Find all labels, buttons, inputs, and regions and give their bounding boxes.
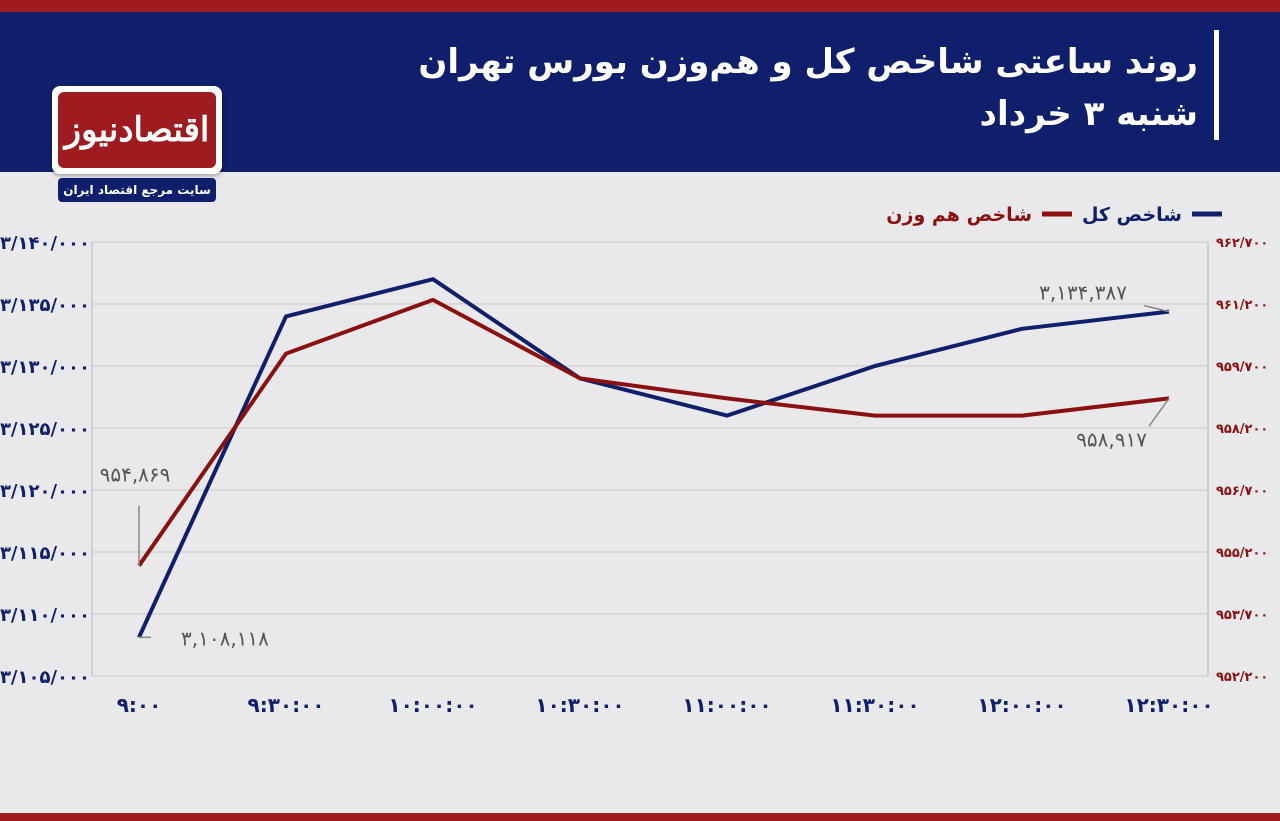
x-axis-tick-label: ۱۲:۰۰:۰۰ <box>977 693 1066 717</box>
data-label-leader <box>1143 304 1170 313</box>
chart-title: روند ساعتی شاخص کل و هم‌وزن بورس تهران <box>418 42 1198 82</box>
legend-label-equal-weight: شاخص هم وزن <box>886 204 1032 226</box>
left-axis-tick-label: ۳/۱۳۵/۰۰۰ <box>0 295 90 316</box>
chart-legend: شاخص کل شاخص هم وزن <box>886 204 1222 226</box>
data-labels: ۳,۱۰۸,۱۱۸ ۳,۱۳۴,۳۸۷ ۹۵۴,۸۶۹ ۹۵۸,۹۱۷ <box>100 281 1170 650</box>
right-axis-tick-label: ۹۵۹/۷۰۰ <box>1216 360 1268 375</box>
right-axis-tick-label: ۹۵۲/۲۰۰ <box>1216 670 1268 685</box>
data-label: ۹۵۴,۸۶۹ <box>100 463 171 487</box>
x-axis-tick-label: ۱۱:۳۰:۰۰ <box>830 693 919 717</box>
right-axis-ticks: ۹۵۲/۲۰۰ ۹۵۳/۷۰۰ ۹۵۵/۲۰۰ ۹۵۶/۷۰۰ ۹۵۸/۲۰۰ ۹۵۹/۷… <box>1216 236 1268 685</box>
legend-label-total: شاخص کل <box>1082 204 1182 226</box>
left-axis-ticks: ۳/۱۰۵/۰۰۰ ۳/۱۱۰/۰۰۰ ۳/۱۱۵/۰۰۰ ۳/۱۲۰/۰۰۰ ۳/۱۲… <box>0 233 90 688</box>
left-axis-tick-label: ۳/۱۱۰/۰۰۰ <box>0 605 90 626</box>
right-axis-tick-label: ۹۵۶/۷۰۰ <box>1216 484 1268 499</box>
left-axis-tick-label: ۳/۱۴۰/۰۰۰ <box>0 233 90 254</box>
x-axis-ticks: ۹:۰۰ ۹:۳۰:۰۰ ۱۰:۰۰:۰۰ ۱۰:۳۰:۰۰ ۱۱:۰۰:۰۰ ۱۱:۳۰… <box>117 693 1214 717</box>
chart-grid <box>91 241 1209 677</box>
left-axis-tick-label: ۳/۱۳۰/۰۰۰ <box>0 357 90 378</box>
top-accent-stripe <box>0 0 1280 12</box>
left-axis-tick-label: ۳/۱۲۵/۰۰۰ <box>0 419 90 440</box>
x-axis-tick-label: ۱۰:۰۰:۰۰ <box>388 693 477 717</box>
data-label: ۹۵۸,۹۱۷ <box>1076 427 1147 451</box>
series-line-equal-weight-index <box>137 297 1170 567</box>
brand-tagline: سایت مرجع اقتصاد ایران <box>58 178 216 202</box>
chart-subtitle-date: شنبه ۳ خرداد <box>979 94 1198 134</box>
left-axis-tick-label: ۳/۱۲۰/۰۰۰ <box>0 481 90 502</box>
x-axis-tick-label: ۱۰:۳۰:۰۰ <box>535 693 624 717</box>
brand-logo-text: اقتصادنیوز <box>58 92 216 168</box>
right-axis-tick-label: ۹۵۵/۲۰۰ <box>1216 546 1268 561</box>
right-axis-tick-label: ۹۶۱/۲۰۰ <box>1216 298 1268 313</box>
data-label-leader <box>1148 397 1170 427</box>
data-label: ۳,۱۳۴,۳۸۷ <box>1039 281 1127 305</box>
brand-logo: اقتصادنیوز <box>52 86 222 174</box>
x-axis-tick-label: ۱۲:۳۰:۰۰ <box>1124 693 1213 717</box>
x-axis-tick-label: ۹:۰۰ <box>117 693 162 717</box>
right-axis-tick-label: ۹۶۲/۷۰۰ <box>1216 236 1268 251</box>
title-divider <box>1214 30 1219 140</box>
x-axis-tick-label: ۹:۳۰:۰۰ <box>247 693 324 717</box>
series-lines <box>137 277 1170 639</box>
right-axis-tick-label: ۹۵۸/۲۰۰ <box>1216 422 1268 437</box>
data-label: ۳,۱۰۸,۱۱۸ <box>181 626 269 650</box>
x-axis-tick-label: ۱۱:۰۰:۰۰ <box>682 693 771 717</box>
left-axis-tick-label: ۳/۱۰۵/۰۰۰ <box>0 667 90 688</box>
right-axis-tick-label: ۹۵۳/۷۰۰ <box>1216 608 1268 623</box>
series-line-total-index <box>137 277 1170 639</box>
bottom-accent-stripe <box>0 813 1280 821</box>
left-axis-tick-label: ۳/۱۱۵/۰۰۰ <box>0 543 90 564</box>
